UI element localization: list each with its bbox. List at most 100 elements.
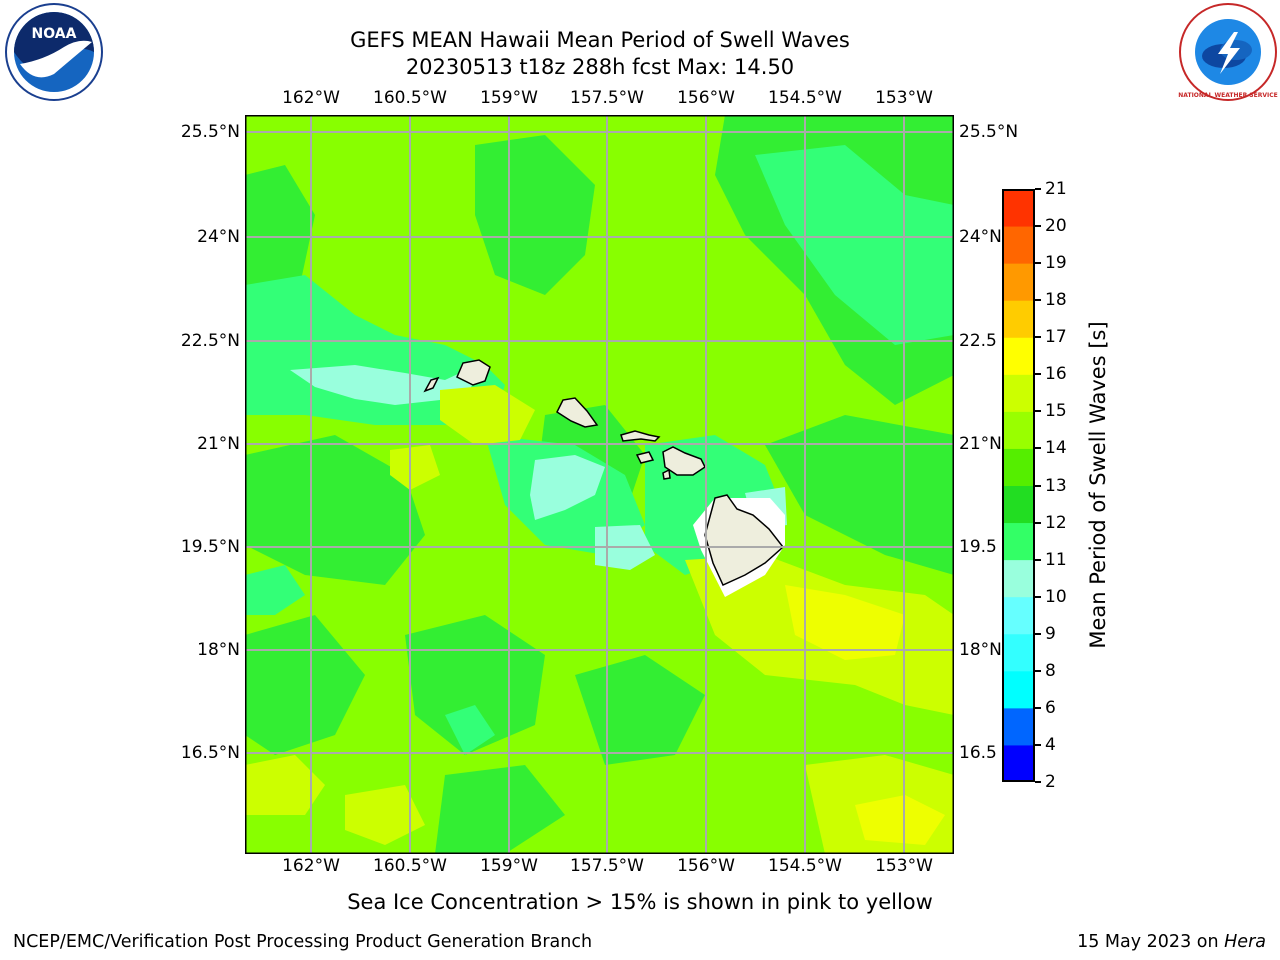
map-panel [245,115,954,854]
map-frame [245,115,954,854]
field-period-14-15 [785,585,945,845]
colorbar-tick [1035,447,1041,450]
nws-logo-text: NATIONAL WEATHER SERVICE [1178,92,1277,99]
lon-tick-top: 159°W [480,88,538,108]
colorbar-tick [1035,669,1041,672]
island-lanai [635,451,655,464]
lat-tick-left: 18°N [197,640,240,660]
noaa-logo-text: NOAA [32,26,77,42]
island-kahoolawe [662,468,671,480]
lon-tick-bottom: 154.5°W [768,856,842,876]
colorbar-tick-label: 6 [1045,697,1056,718]
lat-tick-left: 21°N [197,434,240,454]
colorbar-tick [1035,410,1041,413]
colorbar-tick-label: 16 [1045,364,1067,385]
colorbar-tick-label: 21 [1045,179,1067,199]
colorbar-tick-label: 15 [1045,401,1067,422]
colorbar-tick [1035,521,1041,524]
footer-date: 15 May 2023 on Hera [1077,932,1266,952]
lat-tick-left: 19.5°N [180,537,240,557]
nws-logo: NATIONAL WEATHER SERVICE [1178,3,1278,101]
colorbar-segment [1002,485,1035,524]
colorbar-tick-label: 14 [1045,438,1067,459]
island-molokai [620,430,661,442]
colorbar-tick-label: 9 [1045,623,1056,644]
colorbar-tick-label: 4 [1045,734,1056,755]
lon-tick-top: 160.5°W [373,88,447,108]
footer-host: Hera [1224,932,1266,952]
lon-tick-top: 154.5°W [768,88,842,108]
island-kauai [456,359,491,386]
colorbar-tick-label: 17 [1045,327,1067,348]
sea-ice-note: Sea Ice Concentration > 15% is shown in … [347,890,933,914]
colorbar-tick [1035,743,1041,746]
colorbar-segment [1002,226,1035,264]
colorbar-tick [1035,373,1041,376]
colorbar-tick [1035,632,1041,635]
colorbar-segment [1002,522,1035,561]
colorbar-tick [1035,336,1041,339]
colorbar-tick-label: 8 [1045,660,1056,681]
noaa-logo: NOAA [5,3,103,101]
lat-tick-left: 24°N [197,227,240,247]
colorbar-segment [1002,596,1035,635]
colorbar-tick [1035,225,1041,228]
colorbar-label: Mean Period of Swell Waves [s] [1086,321,1110,649]
colorbar-segment [1002,744,1035,782]
lon-tick-top: 156°W [677,88,735,108]
footer-date-text: 15 May 2023 on [1077,932,1225,952]
colorbar-tick-label: 19 [1045,253,1067,274]
colorbar-segment [1002,300,1035,338]
colorbar-tick-label: 10 [1045,586,1067,607]
colorbar-tick [1035,262,1041,265]
chart-subtitle: 20230513 t18z 288h fcst Max: 14.50 [405,55,795,79]
lon-tick-bottom: 160.5°W [373,856,447,876]
colorbar-segment [1002,189,1035,227]
colorbar-tick-label: 2 [1045,772,1056,792]
lat-tick-left: 16.5°N [180,743,240,763]
colorbar-tick [1035,706,1041,709]
lat-tick-right: 16.5 [959,743,997,763]
lat-tick-right: 18°N [959,640,1002,660]
colorbar-tick [1035,484,1041,487]
colorbar-segment [1002,337,1035,375]
lon-tick-bottom: 162°W [282,856,340,876]
colorbar-frame [1002,189,1035,782]
colorbar-segment [1002,633,1035,672]
colorbar-segment [1002,670,1035,709]
colorbar-tick-label: 13 [1045,475,1067,496]
colorbar-tick-label: 18 [1045,290,1067,311]
lon-tick-top: 162°W [282,88,340,108]
colorbar-tick-label: 20 [1045,216,1067,237]
lon-tick-bottom: 159°W [480,856,538,876]
colorbar-segment [1002,263,1035,301]
gridlines [245,115,954,854]
island-oahu [556,397,599,428]
colorbar-segment [1002,411,1035,449]
colorbar-segment [1002,707,1035,746]
lon-tick-top: 153°W [875,88,933,108]
chart-title: GEFS MEAN Hawaii Mean Period of Swell Wa… [350,28,850,52]
lat-tick-right: 24°N [959,227,1002,247]
lat-tick-right: 25.5°N [959,122,1019,142]
island-niihau [423,376,440,393]
lat-tick-left: 22.5°N [180,331,240,351]
footer-credit: NCEP/EMC/Verification Post Processing Pr… [13,932,593,952]
lat-tick-left: 25.5°N [180,122,240,142]
colorbar-tick [1035,595,1041,598]
lat-tick-right: 19.5 [959,537,997,557]
lat-tick-right: 22.5 [959,331,997,351]
colorbar-tick [1035,558,1041,561]
colorbar-segment [1002,374,1035,412]
colorbar-tick [1035,781,1041,783]
colorbar-segment [1002,448,1035,486]
lon-tick-bottom: 156°W [677,856,735,876]
colorbar-segment [1002,559,1035,598]
lat-tick-right: 21°N [959,434,1002,454]
lon-tick-top: 157.5°W [570,88,644,108]
island-big-island [704,494,785,586]
lon-tick-bottom: 157.5°W [570,856,644,876]
colorbar [1002,189,1035,782]
lon-tick-bottom: 153°W [875,856,933,876]
colorbar-tick [1035,299,1041,302]
